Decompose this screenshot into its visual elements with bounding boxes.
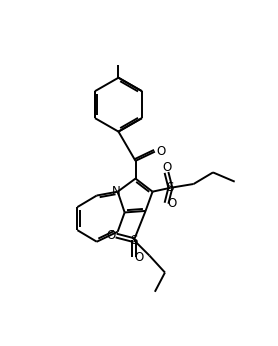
Text: O: O (157, 145, 166, 158)
Text: O: O (167, 197, 177, 210)
Text: S: S (167, 181, 174, 194)
Text: S: S (130, 234, 138, 247)
Text: O: O (162, 161, 171, 174)
Text: O: O (135, 251, 144, 264)
Text: N: N (112, 185, 120, 198)
Text: O: O (106, 229, 115, 242)
